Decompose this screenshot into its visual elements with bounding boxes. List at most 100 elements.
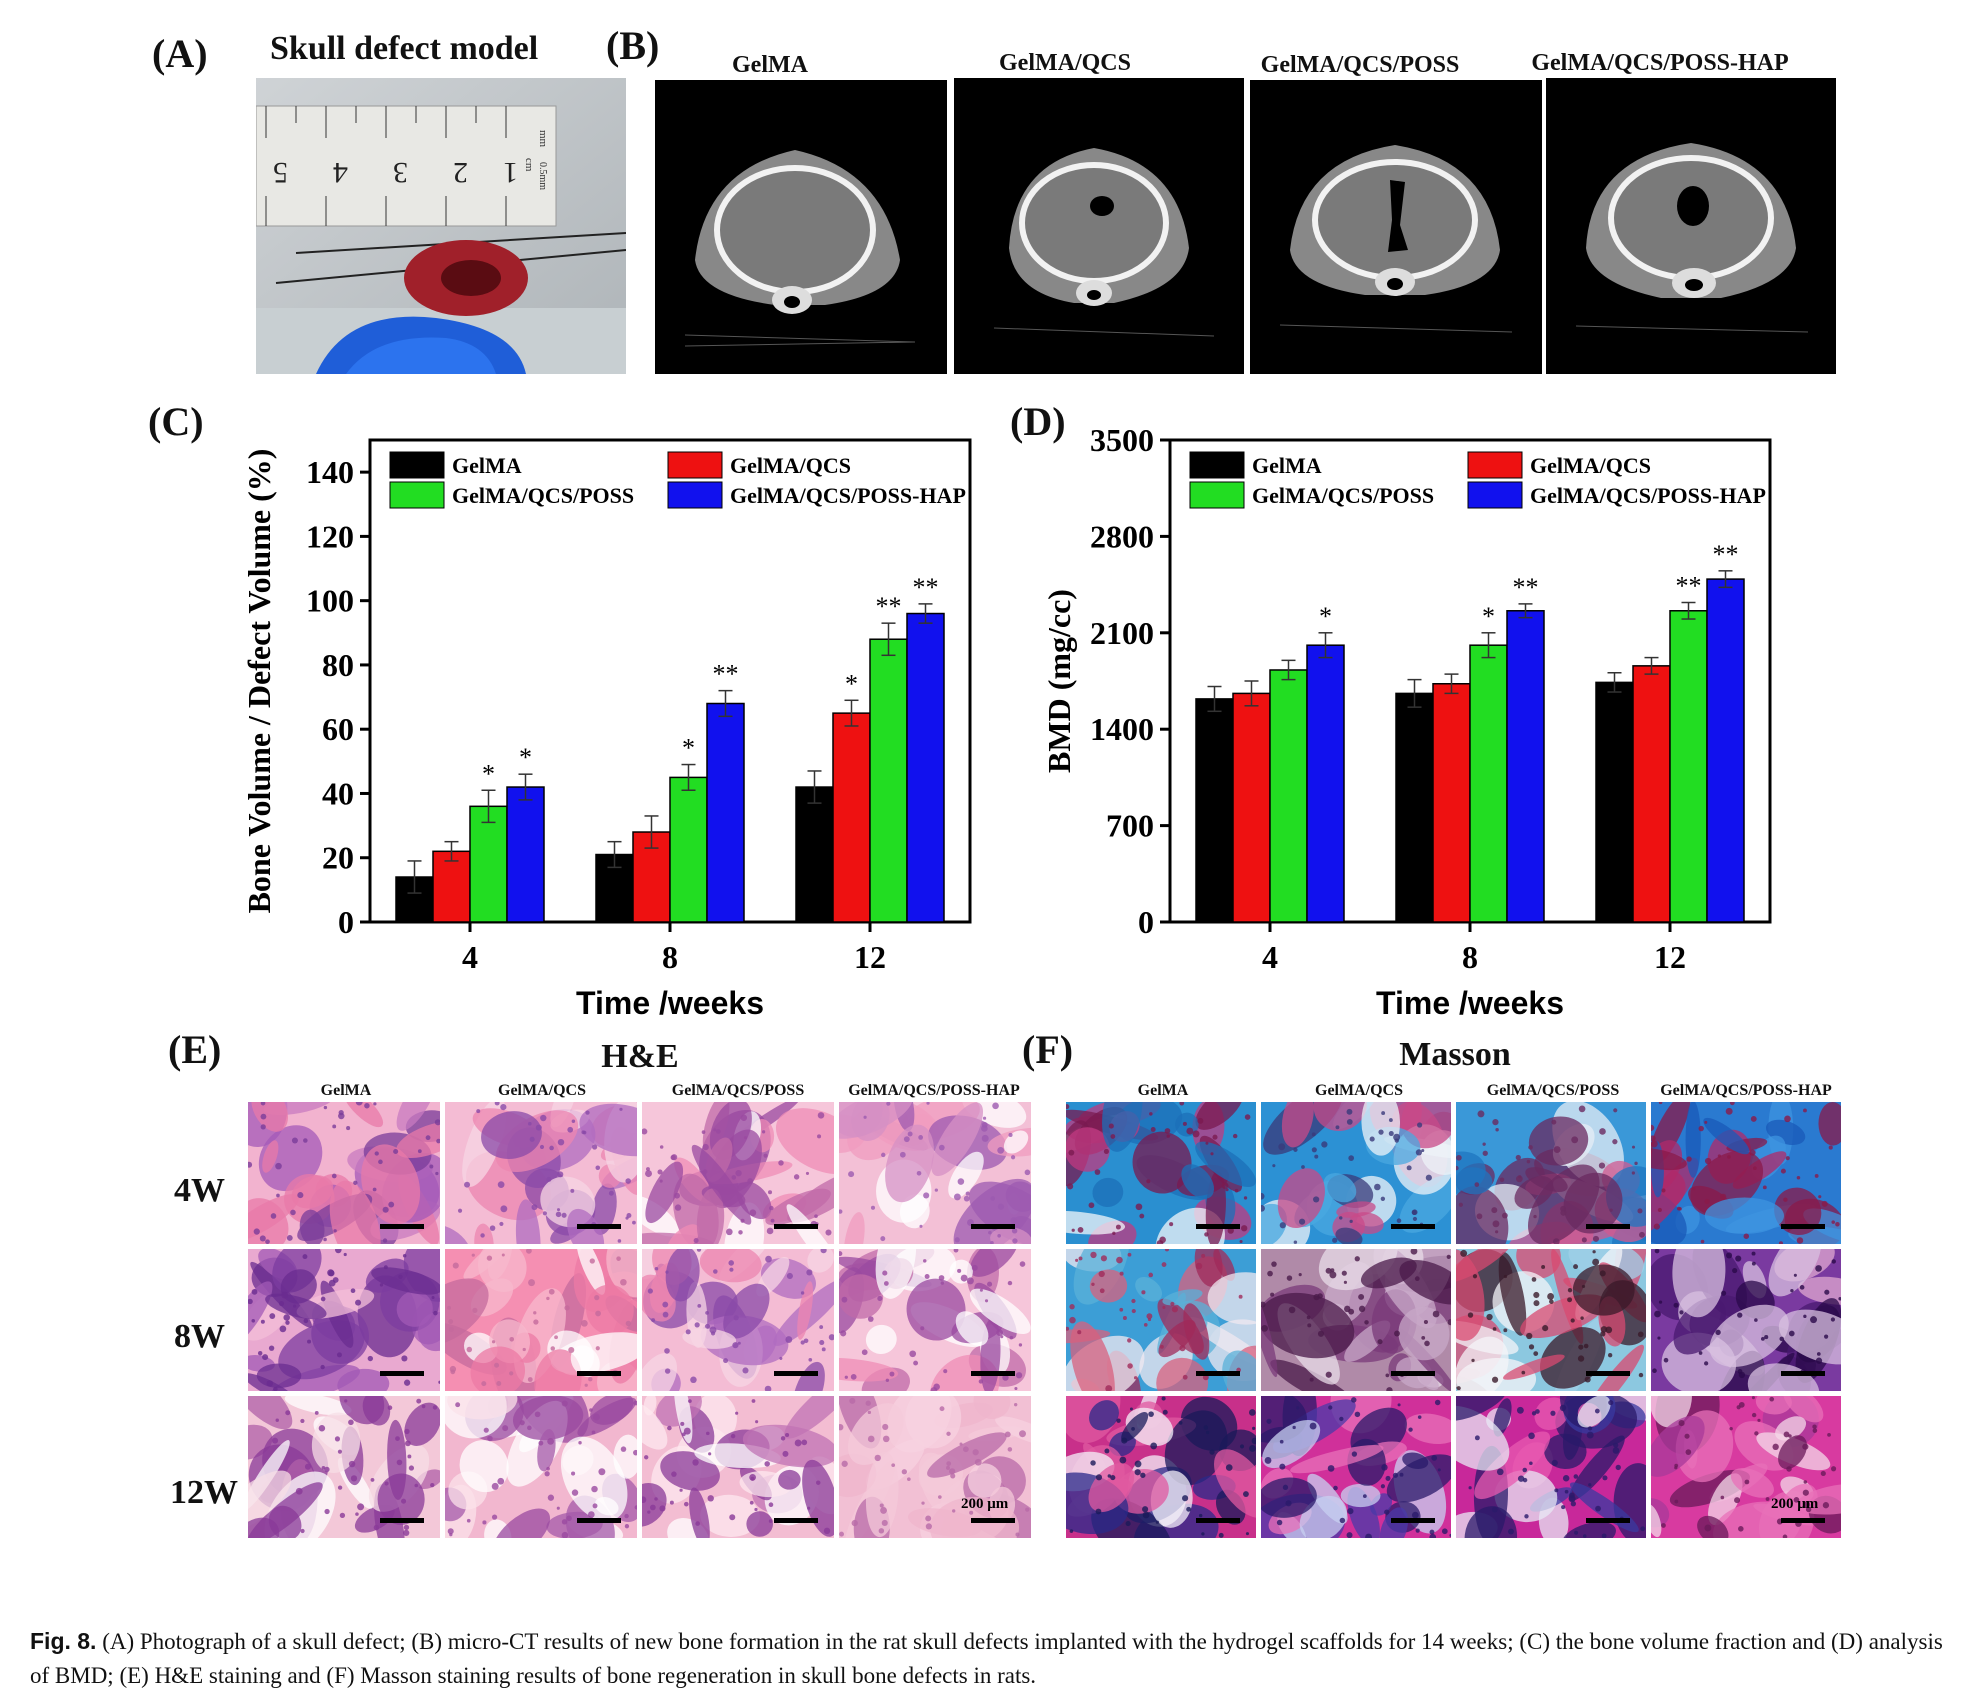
- panel-a-title: Skull defect model: [270, 30, 539, 67]
- he-image-r1-c3: [642, 1102, 834, 1244]
- chart-c-bar-0-2: [469, 805, 508, 923]
- panel-e-label: (E): [168, 1027, 222, 1072]
- row-label-12w: 12W: [170, 1474, 238, 1511]
- ct-column-title-3: GelMA/QCS/POSS: [1260, 52, 1460, 78]
- chart-d-ytick-label-5: 3500: [1090, 422, 1154, 458]
- chart-c-legend-label-0: GelMA: [452, 453, 522, 478]
- he-image-grid: 200 μm: [248, 1102, 1032, 1550]
- chart-d-ytick-label-2: 1400: [1090, 711, 1154, 747]
- ct-column-title-2: GelMA/QCS: [999, 50, 1131, 76]
- masson-image-r1-c4: [1651, 1102, 1841, 1244]
- chart-d-ytick-label-3: 2100: [1090, 615, 1154, 651]
- chart-c-xlabel: Time /weeks: [576, 985, 764, 1021]
- skull-defect-photo: 5 4 3 2 1 mm cm 0.5mm: [256, 78, 626, 374]
- chart-d-legend-swatch-2: [1189, 481, 1245, 509]
- chart-c-bar-2-0: [795, 786, 834, 923]
- masson-image-r1-c3: [1456, 1102, 1646, 1244]
- row-label-4w: 4W: [174, 1172, 225, 1209]
- he-column-title-4: GelMA/QCS/POSS-HAP: [848, 1082, 1020, 1099]
- ct-image-gelma-qcs-poss: [1250, 80, 1542, 374]
- ruler-unit-cm: cm: [523, 158, 535, 172]
- chart-d-bar-0-3: [1306, 644, 1345, 923]
- chart-d-bar-1-1: [1432, 683, 1471, 923]
- chart-c-ytick-label-4: 80: [322, 647, 354, 683]
- chart-c-legend-swatch-2: [389, 481, 445, 509]
- he-image-r2-c3: [642, 1249, 834, 1391]
- caption-text: (A) Photograph of a skull defect; (B) mi…: [30, 1629, 1943, 1688]
- ct-image-gelma-qcs: [954, 78, 1244, 374]
- chart-d-legend-swatch-1: [1467, 451, 1523, 479]
- he-column-title-2: GelMA/QCS: [498, 1082, 586, 1099]
- panel-c-label: (C): [148, 399, 204, 444]
- chart-c-ytick-label-1: 20: [322, 840, 354, 876]
- he-image-r2-c2: [445, 1249, 637, 1391]
- chart-d-bar-1-2: [1469, 644, 1508, 923]
- chart-d-xtick-label-0: 4: [1262, 939, 1278, 975]
- chart-c-bar-1-3: [706, 702, 745, 923]
- chart-c-ytick-label-7: 140: [306, 454, 354, 490]
- masson-image-r2-c1: [1066, 1249, 1256, 1391]
- chart-c-xtick-label-1: 8: [662, 939, 678, 975]
- chart-d-sig-1-2: *: [1482, 602, 1495, 631]
- chart-c-sig-0-2: *: [482, 759, 495, 788]
- chart-d-legend-label-2: GelMA/QCS/POSS: [1252, 483, 1434, 508]
- chart-d-legend-swatch-0: [1189, 451, 1245, 479]
- chart-c-bar-0-1: [432, 850, 471, 923]
- chart-d-bar-0-0: [1195, 698, 1234, 923]
- chart-c-sig-1-2: *: [682, 734, 695, 763]
- chart-c-ytick-label-3: 60: [322, 711, 354, 747]
- chart-c-xtick-label-0: 4: [462, 939, 478, 975]
- chart-d-ytick-label-1: 700: [1106, 808, 1154, 844]
- chart-d-xtick-label-2: 12: [1654, 939, 1686, 975]
- masson-image-r2-c2: [1261, 1249, 1451, 1391]
- ruler-number-4: 4: [333, 156, 348, 189]
- masson-image-r2-c4: [1651, 1249, 1841, 1391]
- ruler-number-3: 3: [393, 156, 408, 189]
- he-image-r1-c2: [445, 1102, 637, 1244]
- chart-c-sig-2-2: **: [876, 592, 902, 621]
- chart-c-xtick-label-2: 12: [854, 939, 886, 975]
- he-image-r3-c2: [445, 1396, 637, 1538]
- chart-c-sig-1-3: **: [713, 660, 739, 689]
- chart-d-bar-0-1: [1232, 692, 1271, 923]
- ruler-number-5: 5: [273, 156, 288, 189]
- he-image-r3-c1: [248, 1396, 440, 1538]
- chart-c-legend-swatch-0: [389, 451, 445, 479]
- panel-f-label: (F): [1022, 1027, 1074, 1072]
- chart-bone-volume: 0 20 40 60 80 100 120 140 Bone Volume / Defect V…: [241, 438, 972, 1021]
- figure-number: Fig. 8.: [30, 1628, 97, 1654]
- chart-c-ytick-label-6: 120: [306, 518, 354, 554]
- he-image-r1-c4: [839, 1102, 1031, 1244]
- chart-c-legend-swatch-1: [667, 451, 723, 479]
- chart-d-sig-2-3: **: [1713, 540, 1739, 569]
- chart-c-sig-0-3: *: [519, 743, 532, 772]
- he-image-r2-c4: [839, 1249, 1031, 1391]
- ct-column-title-4: GelMA/QCS/POSS-HAP: [1531, 50, 1789, 76]
- chart-c-legend-swatch-3: [667, 481, 723, 509]
- figure-caption: Fig. 8. (A) Photograph of a skull defect…: [30, 1624, 1960, 1693]
- chart-d-ytick-label-4: 2800: [1090, 518, 1154, 554]
- masson-image-r1-c1: [1066, 1102, 1256, 1244]
- chart-c-bar-0-3: [506, 786, 545, 923]
- masson-image-r3-c4: 200 μm: [1651, 1396, 1841, 1538]
- chart-d-bar-2-0: [1595, 681, 1634, 923]
- chart-c-sig-2-3: **: [913, 573, 939, 602]
- masson-column-title-3: GelMA/QCS/POSS: [1486, 1082, 1620, 1099]
- chart-d-bar-0-2: [1269, 669, 1308, 923]
- chart-d-bar-2-3: [1706, 578, 1745, 923]
- ruler-unit-mm: mm: [537, 130, 549, 148]
- panel-b-label: (B): [606, 23, 660, 68]
- ruler-number-2: 2: [453, 156, 468, 189]
- chart-c-ytick-label-0: 0: [338, 904, 354, 940]
- he-image-r2-c1: [248, 1249, 440, 1391]
- chart-d-bar-2-2: [1669, 610, 1708, 923]
- chart-d-legend-label-3: GelMA/QCS/POSS-HAP: [1530, 483, 1766, 508]
- chart-c-legend-label-1: GelMA/QCS: [730, 453, 851, 478]
- panel-e-title: H&E: [601, 1038, 679, 1075]
- chart-c-ylabel: Bone Volume / Defect Volume (%): [241, 449, 277, 914]
- masson-image-r3-c4-scale-label: 200 μm: [1771, 1496, 1819, 1512]
- ruler-unit-half-mm: 0.5mm: [537, 162, 548, 190]
- masson-image-r3-c3: [1456, 1396, 1646, 1538]
- masson-column-title-4: GelMA/QCS/POSS-HAP: [1660, 1082, 1832, 1099]
- chart-d-xtick-label-1: 8: [1462, 939, 1478, 975]
